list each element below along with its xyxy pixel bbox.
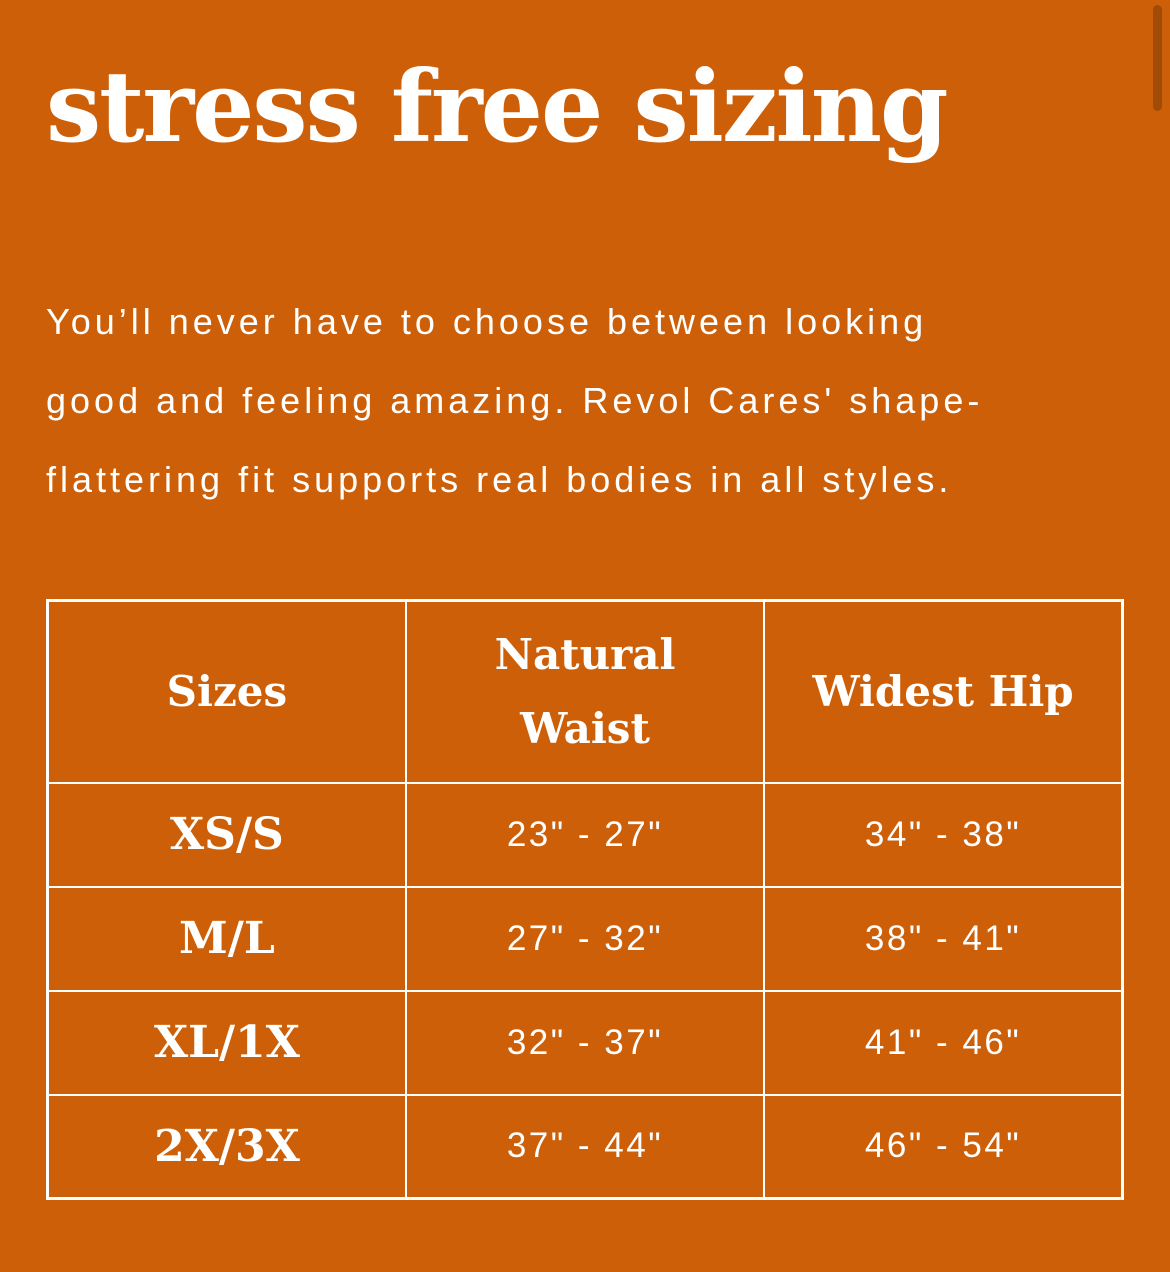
column-header-natural-waist: Natural Waist bbox=[404, 599, 766, 784]
sizing-section: stress free sizing You’ll never have to … bbox=[46, 50, 1124, 1201]
size-chart-table: Sizes Natural Waist Widest Hip XS/S 23" … bbox=[46, 599, 1124, 1201]
widest-hip-cell: 41" - 46" bbox=[763, 989, 1124, 1096]
table-header-row: Sizes Natural Waist Widest Hip bbox=[46, 599, 1124, 784]
column-header-widest-hip: Widest Hip bbox=[763, 599, 1124, 784]
table-row: XL/1X 32" - 37" 41" - 46" bbox=[46, 989, 1124, 1096]
size-label-cell: XL/1X bbox=[46, 989, 407, 1096]
widest-hip-cell: 46" - 54" bbox=[763, 1093, 1124, 1200]
intro-line: flattering fit supports real bodies in a… bbox=[46, 459, 953, 500]
intro-paragraph: You’ll never have to choose between look… bbox=[46, 282, 1124, 520]
scrollbar-thumb[interactable] bbox=[1153, 5, 1162, 111]
widest-hip-cell: 34" - 38" bbox=[763, 781, 1124, 888]
column-header-label: Natural Waist bbox=[494, 630, 676, 753]
table-row: M/L 27" - 32" 38" - 41" bbox=[46, 885, 1124, 992]
column-header-label: Sizes bbox=[166, 667, 288, 717]
intro-line: You’ll never have to choose between look… bbox=[46, 300, 928, 342]
column-header-sizes: Sizes bbox=[46, 599, 407, 784]
natural-waist-cell: 32" - 37" bbox=[404, 989, 766, 1096]
size-label-cell: XS/S bbox=[46, 781, 407, 888]
natural-waist-cell: 27" - 32" bbox=[404, 885, 766, 992]
widest-hip-cell: 38" - 41" bbox=[763, 885, 1124, 992]
natural-waist-cell: 37" - 44" bbox=[404, 1093, 766, 1200]
size-label-cell: M/L bbox=[46, 885, 407, 992]
column-header-label: Widest Hip bbox=[812, 667, 1074, 717]
natural-waist-cell: 23" - 27" bbox=[404, 781, 766, 888]
page-title: stress free sizing bbox=[46, 50, 949, 165]
intro-line: good and feeling amazing. Revol Cares' s… bbox=[46, 379, 984, 421]
table-row: 2X/3X 37" - 44" 46" - 54" bbox=[46, 1093, 1124, 1200]
table-row: XS/S 23" - 27" 34" - 38" bbox=[46, 781, 1124, 888]
size-label-cell: 2X/3X bbox=[46, 1093, 407, 1200]
